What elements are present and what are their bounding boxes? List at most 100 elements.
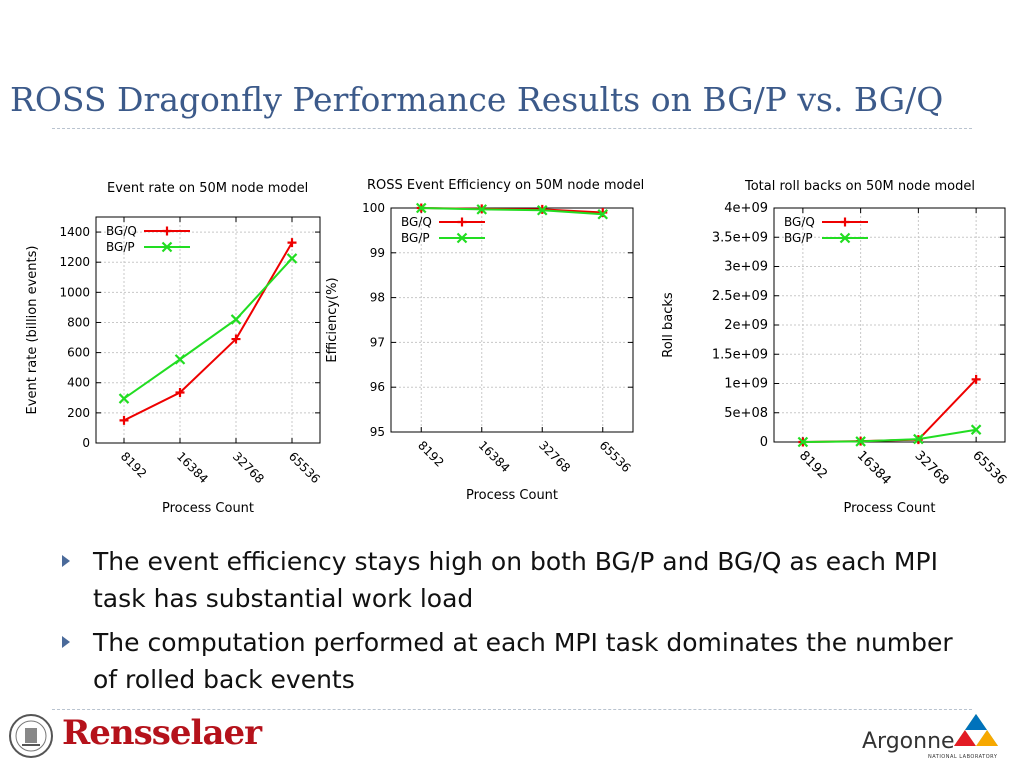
title-divider <box>52 128 972 129</box>
argonne-triangle-icon <box>954 714 998 746</box>
y-tick-label: 1000 <box>59 285 90 299</box>
y-tick-label: 100 <box>362 201 385 215</box>
x-tick-label: 8192 <box>796 448 830 482</box>
x-tick-label: 65536 <box>597 438 634 475</box>
series-bgp <box>797 424 982 448</box>
slide-title: ROSS Dragonfly Performance Results on BG… <box>10 80 944 119</box>
x-axis-label: Process Count <box>162 501 254 516</box>
y-tick-label: 800 <box>67 315 90 329</box>
data-point <box>118 393 130 404</box>
legend-marker <box>839 232 851 244</box>
x-tick-label: 65536 <box>286 449 323 486</box>
data-point <box>174 354 186 365</box>
legend-label: BG/Q <box>106 224 137 238</box>
y-tick-label: 0 <box>760 435 768 450</box>
bullet-arrow-icon <box>62 636 70 648</box>
legend-marker <box>162 226 172 236</box>
data-point <box>175 388 185 398</box>
argonne-name: Argonne <box>862 729 955 754</box>
x-tick-label: 16384 <box>476 438 513 475</box>
rollbacks-chart: Total roll backs on 50M node model 0 5e+08… <box>661 179 1009 516</box>
argonne-subtitle: NATIONAL LABORATORY <box>928 754 998 760</box>
y-tick-label: 0 <box>82 436 90 450</box>
x-tick-label: 16384 <box>854 448 894 488</box>
rensselaer-logo: Rensselaer <box>62 713 262 753</box>
legend-label: BG/P <box>106 240 135 254</box>
bullet-item: The computation performed at each MPI ta… <box>62 624 962 698</box>
data-point <box>971 374 981 384</box>
data-point <box>286 253 298 264</box>
y-tick-label: 1e+09 <box>724 377 768 392</box>
bullet-list: The event efficiency stays high on both … <box>62 543 962 705</box>
y-tick-label: 97 <box>370 335 385 349</box>
y-tick-label: 96 <box>370 380 385 394</box>
x-axis-label: Process Count <box>843 501 935 516</box>
x-axis-label: Process Count <box>466 488 558 503</box>
chart-title: Total roll backs on 50M node model <box>744 179 975 194</box>
efficiency-chart: ROSS Event Efficiency on 50M node model 9… <box>325 178 644 503</box>
y-axis-label: Efficiency(%) <box>325 277 340 362</box>
y-tick-label: 2e+09 <box>724 318 768 333</box>
legend-label: BG/P <box>784 231 813 245</box>
chart-title: ROSS Event Efficiency on 50M node model <box>367 178 644 193</box>
y-tick-label: 99 <box>370 246 385 260</box>
data-point <box>913 433 924 445</box>
data-point <box>415 202 427 214</box>
y-axis-label: Event rate (billion events) <box>25 246 40 415</box>
x-tick-label: 8192 <box>118 449 149 480</box>
legend-marker <box>840 217 850 227</box>
legend-marker <box>456 232 468 244</box>
x-tick-label: 65536 <box>969 448 1009 488</box>
series-bgq <box>798 374 981 447</box>
data-point <box>287 238 297 248</box>
y-tick-label: 3e+09 <box>724 260 768 275</box>
series-bgp <box>118 253 298 404</box>
series-line <box>123 242 293 422</box>
legend-label: BG/Q <box>401 215 432 229</box>
data-point <box>231 334 241 344</box>
y-tick-label: 98 <box>370 291 385 305</box>
y-tick-label: 2.5e+09 <box>712 289 768 304</box>
data-point <box>597 208 609 220</box>
data-point <box>230 314 242 325</box>
argonne-logo: Argonne NATIONAL LABORATORY <box>860 714 1000 760</box>
series-bgq <box>119 238 297 425</box>
series-bgp <box>415 202 609 220</box>
plot-frame <box>95 216 321 444</box>
data-point <box>797 436 809 448</box>
y-tick-label: 1.5e+09 <box>712 347 768 362</box>
y-tick-label: 3.5e+09 <box>712 230 768 245</box>
y-tick-label: 600 <box>67 346 90 360</box>
plot-frame <box>390 207 634 433</box>
y-axis-label: Roll backs <box>661 292 676 358</box>
data-point <box>970 424 982 435</box>
rensselaer-seal-icon <box>9 714 53 758</box>
bullet-item: The event efficiency stays high on both … <box>62 543 962 617</box>
y-tick-label: 1400 <box>59 225 90 239</box>
data-point <box>119 415 129 425</box>
legend-label: BG/Q <box>784 215 815 229</box>
x-tick-label: 16384 <box>174 449 211 486</box>
y-tick-label: 5e+08 <box>724 406 768 421</box>
chart-title: Event rate on 50M node model <box>107 181 308 196</box>
footer-divider <box>52 709 972 710</box>
legend-marker <box>457 217 467 227</box>
y-tick-label: 4e+09 <box>724 201 768 216</box>
y-tick-label: 200 <box>67 406 90 420</box>
legend-marker <box>161 241 173 253</box>
event-rate-chart: Event rate on 50M node model 0 200 400 600 80… <box>25 181 323 516</box>
y-tick-label: 1200 <box>59 255 90 269</box>
plot-frame <box>773 207 1006 443</box>
bullet-text: The computation performed at each MPI ta… <box>93 628 953 694</box>
x-tick-label: 32768 <box>912 448 952 488</box>
series-line <box>123 257 293 400</box>
data-point <box>476 204 488 215</box>
legend-label: BG/P <box>401 231 430 245</box>
y-tick-label: 95 <box>370 425 385 439</box>
data-point <box>536 204 548 216</box>
x-tick-label: 8192 <box>415 438 446 469</box>
series-line <box>421 207 603 216</box>
series-line <box>802 428 977 443</box>
bullet-arrow-icon <box>62 555 70 567</box>
x-tick-label: 32768 <box>536 438 573 475</box>
